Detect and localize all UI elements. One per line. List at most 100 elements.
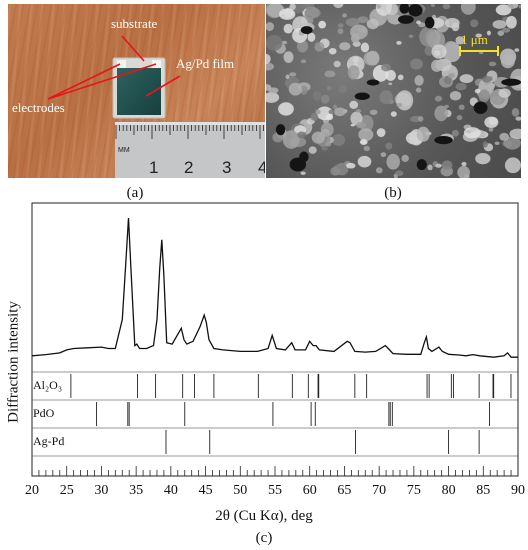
sem-micrograph xyxy=(266,4,521,178)
sem-particle xyxy=(300,59,307,64)
sem-pore xyxy=(416,159,427,171)
sem-particle xyxy=(441,41,460,63)
sem-particle xyxy=(312,90,322,101)
sem-particle xyxy=(325,113,334,121)
sem-pore xyxy=(473,101,488,114)
sem-particle xyxy=(311,131,326,144)
sem-particle xyxy=(266,84,272,91)
sem-particle xyxy=(503,136,521,150)
sem-particle xyxy=(333,104,338,110)
ruler-ticks xyxy=(115,125,265,139)
sem-particle xyxy=(482,141,488,148)
sem-particle xyxy=(366,18,379,30)
sem-particle xyxy=(415,87,422,93)
ruler-number-1: 1 xyxy=(149,158,158,177)
sem-pore xyxy=(300,26,313,34)
sem-particle xyxy=(350,24,368,40)
sem-particle xyxy=(470,19,479,28)
ruler-number-2: 2 xyxy=(184,158,193,177)
sem-particle xyxy=(396,40,402,45)
x-tick-label: 30 xyxy=(94,483,108,498)
sem-particle xyxy=(385,4,393,9)
sem-particle xyxy=(380,152,387,157)
sem-particle xyxy=(266,62,274,71)
x-axis-ticks: 20 25 30 35 40 45 50 55 60 65 70 75 80 85 90 xyxy=(25,466,525,498)
sem-particle xyxy=(308,146,317,154)
sem-particle xyxy=(325,141,332,147)
sem-particle xyxy=(509,128,521,140)
sem-pore xyxy=(501,78,521,86)
x-tick-label: 50 xyxy=(233,483,247,498)
sem-particle xyxy=(396,102,403,108)
sem-particle xyxy=(498,88,511,98)
sem-particle xyxy=(397,74,404,81)
electrode-right xyxy=(152,60,161,68)
sem-particle xyxy=(449,91,462,101)
y-axis-label: Diffraction intensity xyxy=(5,301,22,423)
scale-bar-label: 1 μm xyxy=(461,32,488,47)
sem-particle xyxy=(434,105,448,122)
sem-particle xyxy=(278,102,294,116)
sem-pore xyxy=(424,16,435,29)
sem-particle xyxy=(297,131,307,139)
sem-particle xyxy=(366,50,380,66)
sem-particle xyxy=(287,24,293,30)
sem-particle xyxy=(435,163,442,168)
sem-particle xyxy=(466,130,472,134)
x-tick-label: 60 xyxy=(303,483,317,498)
sem-particle xyxy=(331,134,346,146)
photo-panel-a: MM 1 2 3 4 substrate Ag/Pd film electrod… xyxy=(8,4,265,178)
sem-particle xyxy=(455,36,465,45)
sem-particle xyxy=(337,28,344,35)
sem-particle xyxy=(300,171,306,175)
sem-particle xyxy=(363,145,371,152)
x-tick-label: 25 xyxy=(60,483,74,498)
sem-particle xyxy=(442,4,451,10)
sem-particle xyxy=(266,34,283,51)
x-tick-label: 20 xyxy=(25,483,39,498)
phase-label-pdo: PdO xyxy=(33,406,55,420)
sem-particle xyxy=(443,75,452,85)
reference-lines xyxy=(70,374,512,454)
sem-image-panel-b: 1 μm xyxy=(266,4,521,178)
sem-particle xyxy=(324,70,336,78)
sem-particle xyxy=(321,146,328,151)
plot-frame xyxy=(31,202,519,477)
sem-particle xyxy=(416,20,421,25)
sem-particle xyxy=(345,17,360,27)
sem-particle xyxy=(388,82,393,86)
sem-pore xyxy=(399,4,410,14)
sem-particle xyxy=(339,42,351,51)
sem-particle xyxy=(328,47,337,55)
scale-bar xyxy=(459,46,499,56)
sensor-photo: MM 1 2 3 4 xyxy=(47,35,265,178)
sem-particle xyxy=(356,121,367,129)
sem-particle xyxy=(346,162,356,169)
x-tick-label: 65 xyxy=(337,483,351,498)
sem-particle xyxy=(266,92,280,103)
ruler xyxy=(115,122,265,178)
sem-particle xyxy=(369,109,378,115)
xrd-pattern-line xyxy=(31,217,518,358)
x-tick-label: 85 xyxy=(476,483,490,498)
sem-particle xyxy=(357,16,369,24)
sem-particle xyxy=(289,72,297,77)
x-tick-label: 90 xyxy=(511,483,525,498)
sem-particle xyxy=(456,115,463,121)
sem-particle xyxy=(333,60,341,68)
sem-particle xyxy=(318,20,327,29)
sem-particle xyxy=(488,127,494,132)
sem-particle xyxy=(500,54,515,69)
sem-particle xyxy=(289,4,296,11)
x-tick-label: 70 xyxy=(372,483,386,498)
electrode-left xyxy=(117,60,126,68)
sem-particle xyxy=(431,44,447,59)
sem-particle xyxy=(296,39,309,53)
sem-particle xyxy=(315,109,321,115)
sem-particle xyxy=(492,19,507,29)
x-tick-label: 35 xyxy=(129,483,143,498)
sem-particle xyxy=(326,85,332,91)
x-axis-label: 2θ (Cu Kα), deg xyxy=(215,508,313,524)
sem-particle xyxy=(360,42,370,53)
xrd-chart: 20 25 30 35 40 45 50 55 60 65 70 75 80 85 90 xyxy=(25,202,525,498)
